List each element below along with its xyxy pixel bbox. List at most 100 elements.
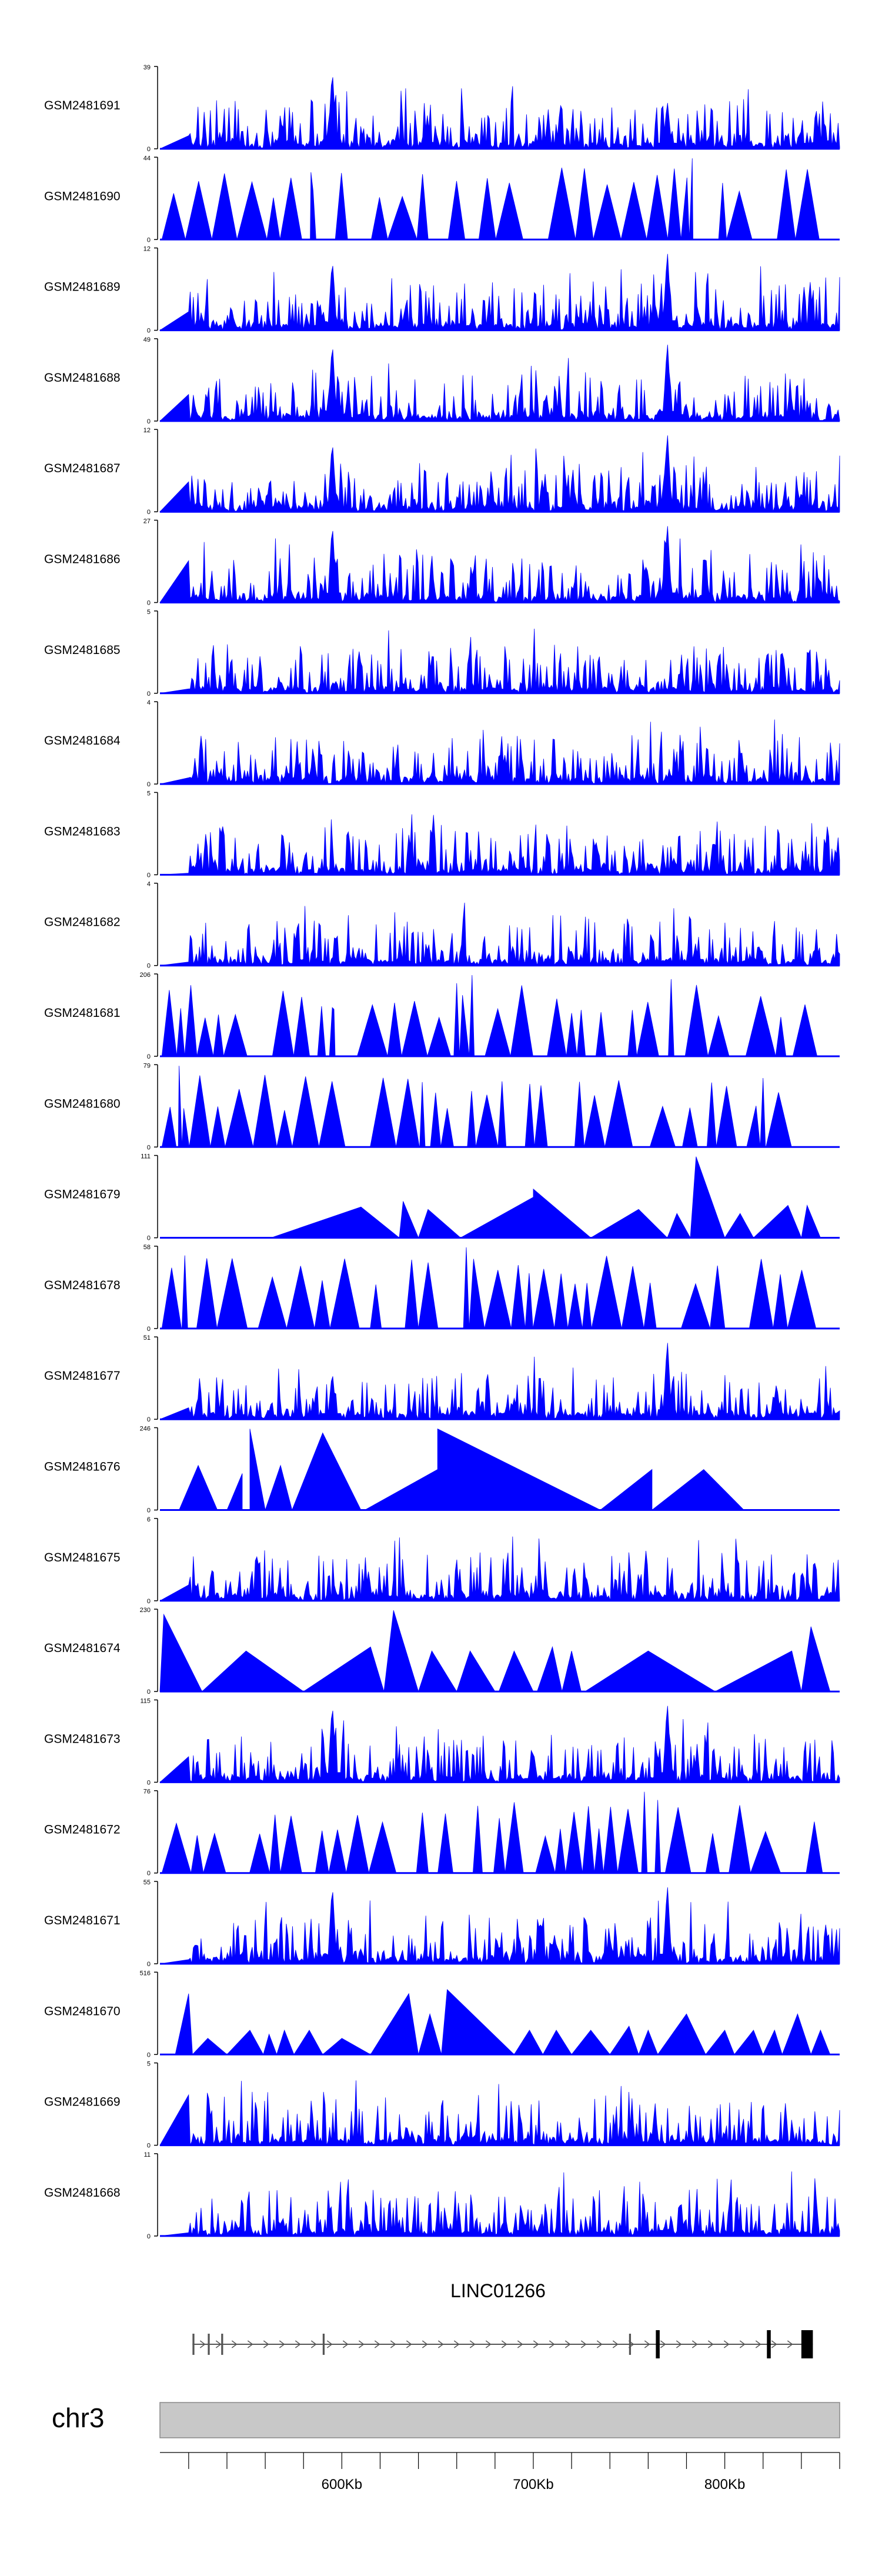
track-name: GSM2481676 bbox=[44, 1460, 121, 1474]
ymax-label: 79 bbox=[143, 1062, 151, 1069]
ymax-label: 12 bbox=[143, 427, 151, 434]
track-GSM2481680: GSM2481680 79 0 bbox=[44, 1062, 840, 1151]
ymin-label: 0 bbox=[147, 1416, 151, 1423]
track-GSM2481669: GSM2481669 5 0 bbox=[44, 2061, 840, 2150]
ymin-label: 0 bbox=[147, 2051, 151, 2058]
strand-arrow bbox=[676, 2340, 682, 2348]
strand-arrow bbox=[533, 2340, 539, 2348]
gene-exon bbox=[322, 2334, 325, 2355]
strand-arrow bbox=[549, 2340, 555, 2348]
ymin-label: 0 bbox=[147, 1779, 151, 1786]
strand-arrow bbox=[247, 2340, 253, 2348]
axis-tick-label: 600Kb bbox=[322, 2477, 362, 2492]
ymin-label: 0 bbox=[147, 1053, 151, 1060]
strand-arrow bbox=[755, 2340, 761, 2348]
strand-arrow bbox=[596, 2340, 603, 2348]
track-GSM2481681: GSM2481681 206 0 bbox=[44, 972, 840, 1060]
strand-arrow bbox=[564, 2340, 571, 2348]
ymax-label: 76 bbox=[143, 1788, 151, 1796]
signal-area bbox=[160, 975, 840, 1057]
track-name: GSM2481680 bbox=[44, 1097, 121, 1110]
gene-exon bbox=[192, 2334, 195, 2355]
ymax-label: 4 bbox=[147, 881, 151, 888]
strand-arrow bbox=[660, 2340, 666, 2348]
track-GSM2481683: GSM2481683 5 0 bbox=[44, 790, 840, 879]
signal-area bbox=[160, 158, 840, 241]
strand-arrow bbox=[215, 2340, 222, 2348]
signal-area bbox=[160, 1428, 840, 1511]
ymin-label: 0 bbox=[147, 1870, 151, 1877]
ymin-label: 0 bbox=[147, 2143, 151, 2150]
track-GSM2481675: GSM2481675 6 0 bbox=[44, 1516, 840, 1605]
ymax-label: 49 bbox=[143, 336, 151, 343]
signal-area bbox=[159, 902, 840, 966]
track-GSM2481688: GSM2481688 49 0 bbox=[44, 336, 840, 425]
signal-area bbox=[160, 1989, 840, 2056]
track-name: GSM2481688 bbox=[44, 371, 121, 385]
strand-arrow bbox=[310, 2340, 317, 2348]
strand-arrow bbox=[485, 2340, 492, 2348]
gene-exon bbox=[208, 2334, 210, 2355]
ymax-label: 44 bbox=[143, 155, 151, 162]
track-GSM2481672: GSM2481672 76 0 bbox=[44, 1788, 840, 1877]
track-name: GSM2481673 bbox=[44, 1732, 121, 1746]
track-GSM2481685: GSM2481685 5 0 bbox=[44, 609, 840, 698]
signal-area bbox=[159, 814, 840, 876]
gene-exon bbox=[629, 2334, 632, 2355]
strand-arrow bbox=[771, 2340, 777, 2348]
strand-arrow bbox=[295, 2340, 301, 2348]
ymax-label: 5 bbox=[147, 790, 151, 797]
strand-arrow bbox=[374, 2340, 380, 2348]
track-name: GSM2481678 bbox=[44, 1279, 121, 1292]
ymax-label: 5 bbox=[147, 2061, 151, 2068]
ymax-label: 516 bbox=[140, 1970, 151, 1977]
track-GSM2481686: GSM2481686 27 0 bbox=[44, 518, 840, 607]
track-name: GSM2481668 bbox=[44, 2186, 121, 2200]
strand-arrow bbox=[501, 2340, 507, 2348]
strand-arrow bbox=[326, 2340, 333, 2348]
signal-area bbox=[159, 628, 840, 694]
strand-arrow bbox=[342, 2340, 349, 2348]
track-name: GSM2481686 bbox=[44, 553, 121, 566]
ymax-label: 12 bbox=[143, 246, 151, 253]
track-GSM2481674: GSM2481674 230 0 bbox=[44, 1607, 840, 1696]
gene-exon bbox=[221, 2334, 223, 2355]
ymin-label: 0 bbox=[147, 1235, 151, 1242]
strand-arrow bbox=[691, 2340, 698, 2348]
gene-label: LINC01266 bbox=[450, 2280, 546, 2301]
signal-area bbox=[159, 1536, 840, 1602]
ymin-label: 0 bbox=[147, 1961, 151, 1968]
track-name: GSM2481683 bbox=[44, 825, 121, 838]
track-name: GSM2481691 bbox=[44, 99, 121, 112]
ymin-label: 0 bbox=[147, 963, 151, 970]
ymin-label: 0 bbox=[147, 2233, 151, 2240]
strand-arrow bbox=[612, 2340, 619, 2348]
track-name: GSM2481669 bbox=[44, 2095, 121, 2109]
strand-arrow bbox=[437, 2340, 444, 2348]
signal-area bbox=[159, 1343, 840, 1420]
chromosome-label: chr3 bbox=[52, 2403, 104, 2433]
signal-area bbox=[159, 526, 840, 603]
track-GSM2481690: GSM2481690 44 0 bbox=[44, 155, 840, 243]
ymin-label: 0 bbox=[147, 146, 151, 153]
track-name: GSM2481685 bbox=[44, 643, 121, 657]
track-name: GSM2481681 bbox=[44, 1006, 121, 1020]
signal-area bbox=[159, 253, 840, 331]
strand-arrow bbox=[406, 2340, 412, 2348]
ymax-label: 4 bbox=[147, 699, 151, 706]
chromosome-ideogram bbox=[159, 2402, 840, 2438]
ymin-label: 0 bbox=[147, 1507, 151, 1514]
ymin-label: 0 bbox=[147, 418, 151, 425]
track-GSM2481687: GSM2481687 12 0 bbox=[44, 427, 840, 516]
ymax-label: 51 bbox=[143, 1334, 151, 1342]
signal-area bbox=[159, 719, 840, 785]
track-name: GSM2481672 bbox=[44, 1823, 121, 1837]
gene-exon bbox=[801, 2330, 813, 2358]
signal-area bbox=[159, 77, 840, 149]
signal-area bbox=[159, 2080, 840, 2146]
strand-arrow bbox=[787, 2340, 793, 2348]
signal-area bbox=[159, 1610, 840, 1693]
strand-arrow bbox=[199, 2340, 206, 2348]
strand-arrow bbox=[231, 2340, 238, 2348]
strand-arrow bbox=[517, 2340, 523, 2348]
